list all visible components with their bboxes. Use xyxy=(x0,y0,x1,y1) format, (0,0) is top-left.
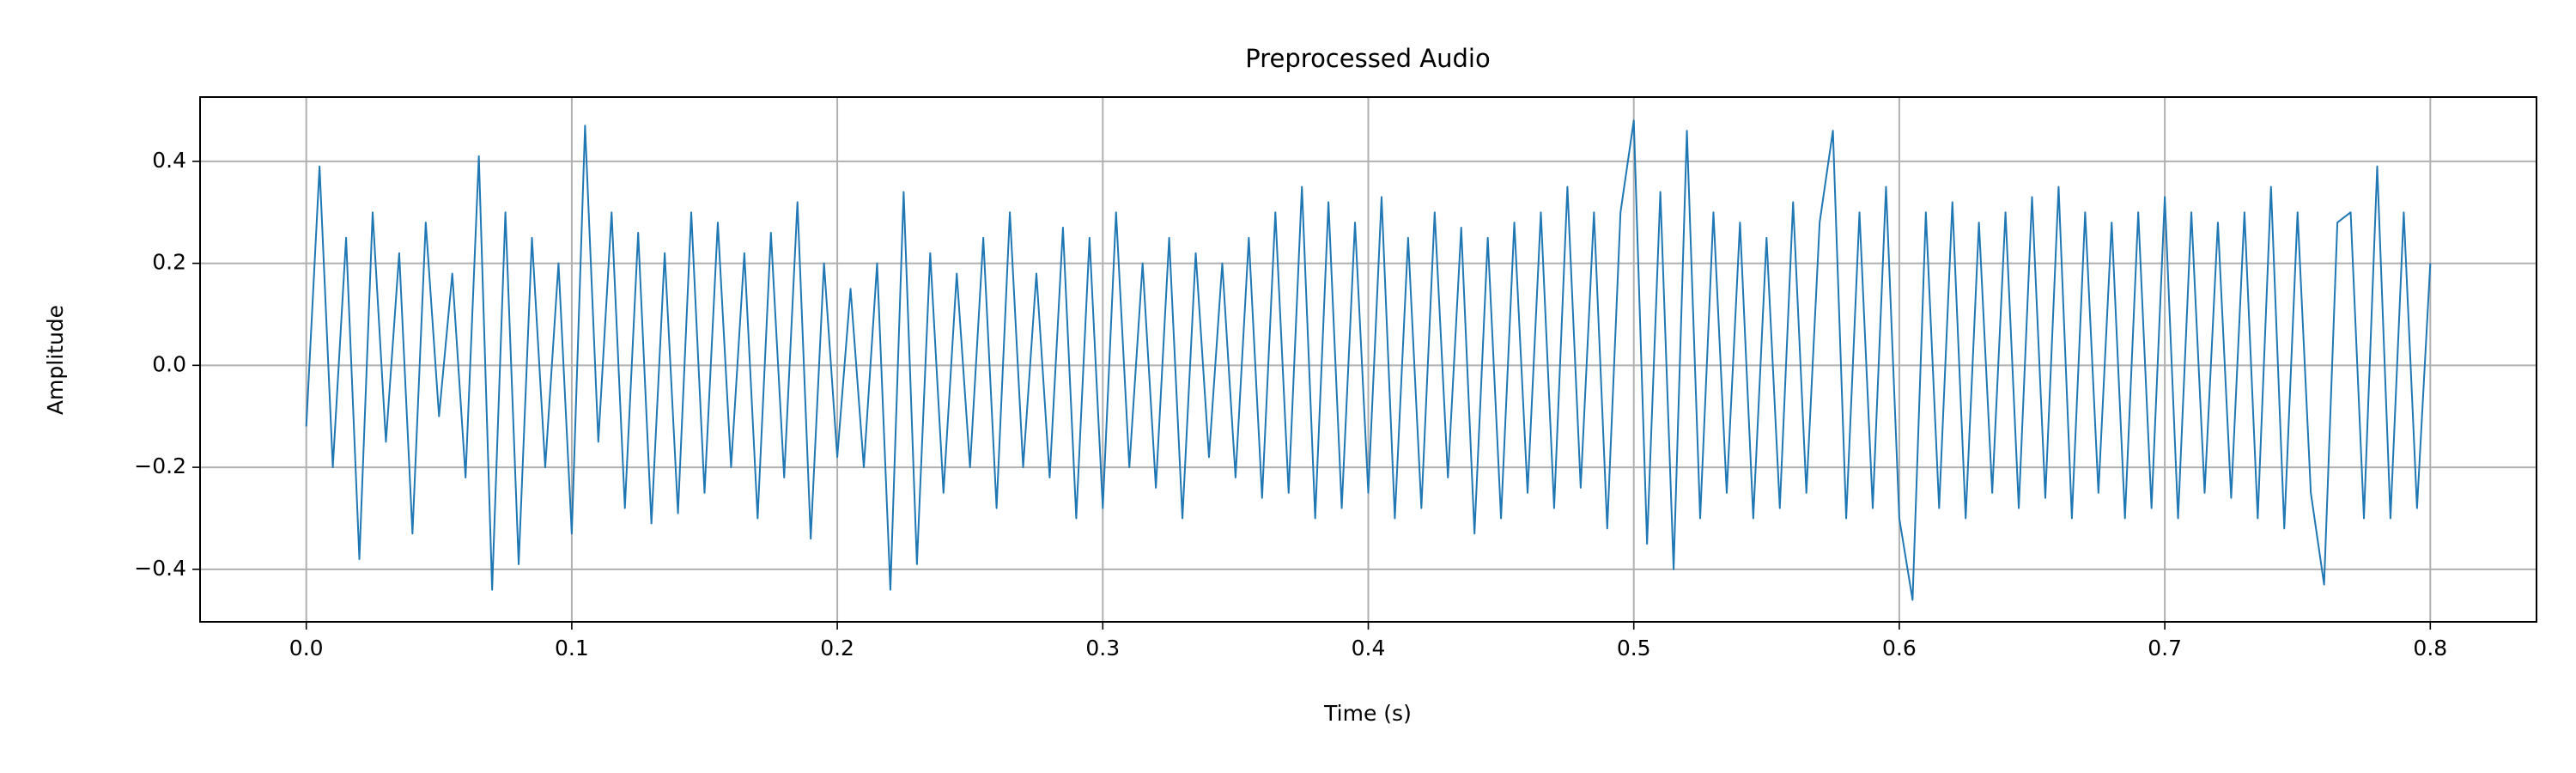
y-tick-label: 0.2 xyxy=(152,250,186,275)
waveform-line xyxy=(305,119,2432,601)
y-tick-label: −0.2 xyxy=(134,453,186,478)
x-tick-label: 0.0 xyxy=(289,636,324,660)
x-tick-label: 0.7 xyxy=(2148,636,2182,660)
chart-title: Preprocessed Audio xyxy=(1245,44,1490,73)
y-axis-label: Amplitude xyxy=(43,305,68,415)
x-tick-label: 0.2 xyxy=(820,636,854,660)
x-tick-label: 0.6 xyxy=(1882,636,1917,660)
x-tick-label: 0.3 xyxy=(1085,636,1120,660)
y-tick-label: 0.0 xyxy=(152,351,186,376)
x-axis-label: Time (s) xyxy=(1323,701,1412,726)
plot-frame xyxy=(199,96,2537,623)
y-tick-label: 0.4 xyxy=(152,148,186,173)
x-tick-label: 0.1 xyxy=(555,636,589,660)
y-tick-label: −0.4 xyxy=(134,556,186,581)
x-tick-label: 0.5 xyxy=(1617,636,1651,660)
x-tick-label: 0.8 xyxy=(2413,636,2447,660)
x-tick-label: 0.4 xyxy=(1352,636,1386,660)
